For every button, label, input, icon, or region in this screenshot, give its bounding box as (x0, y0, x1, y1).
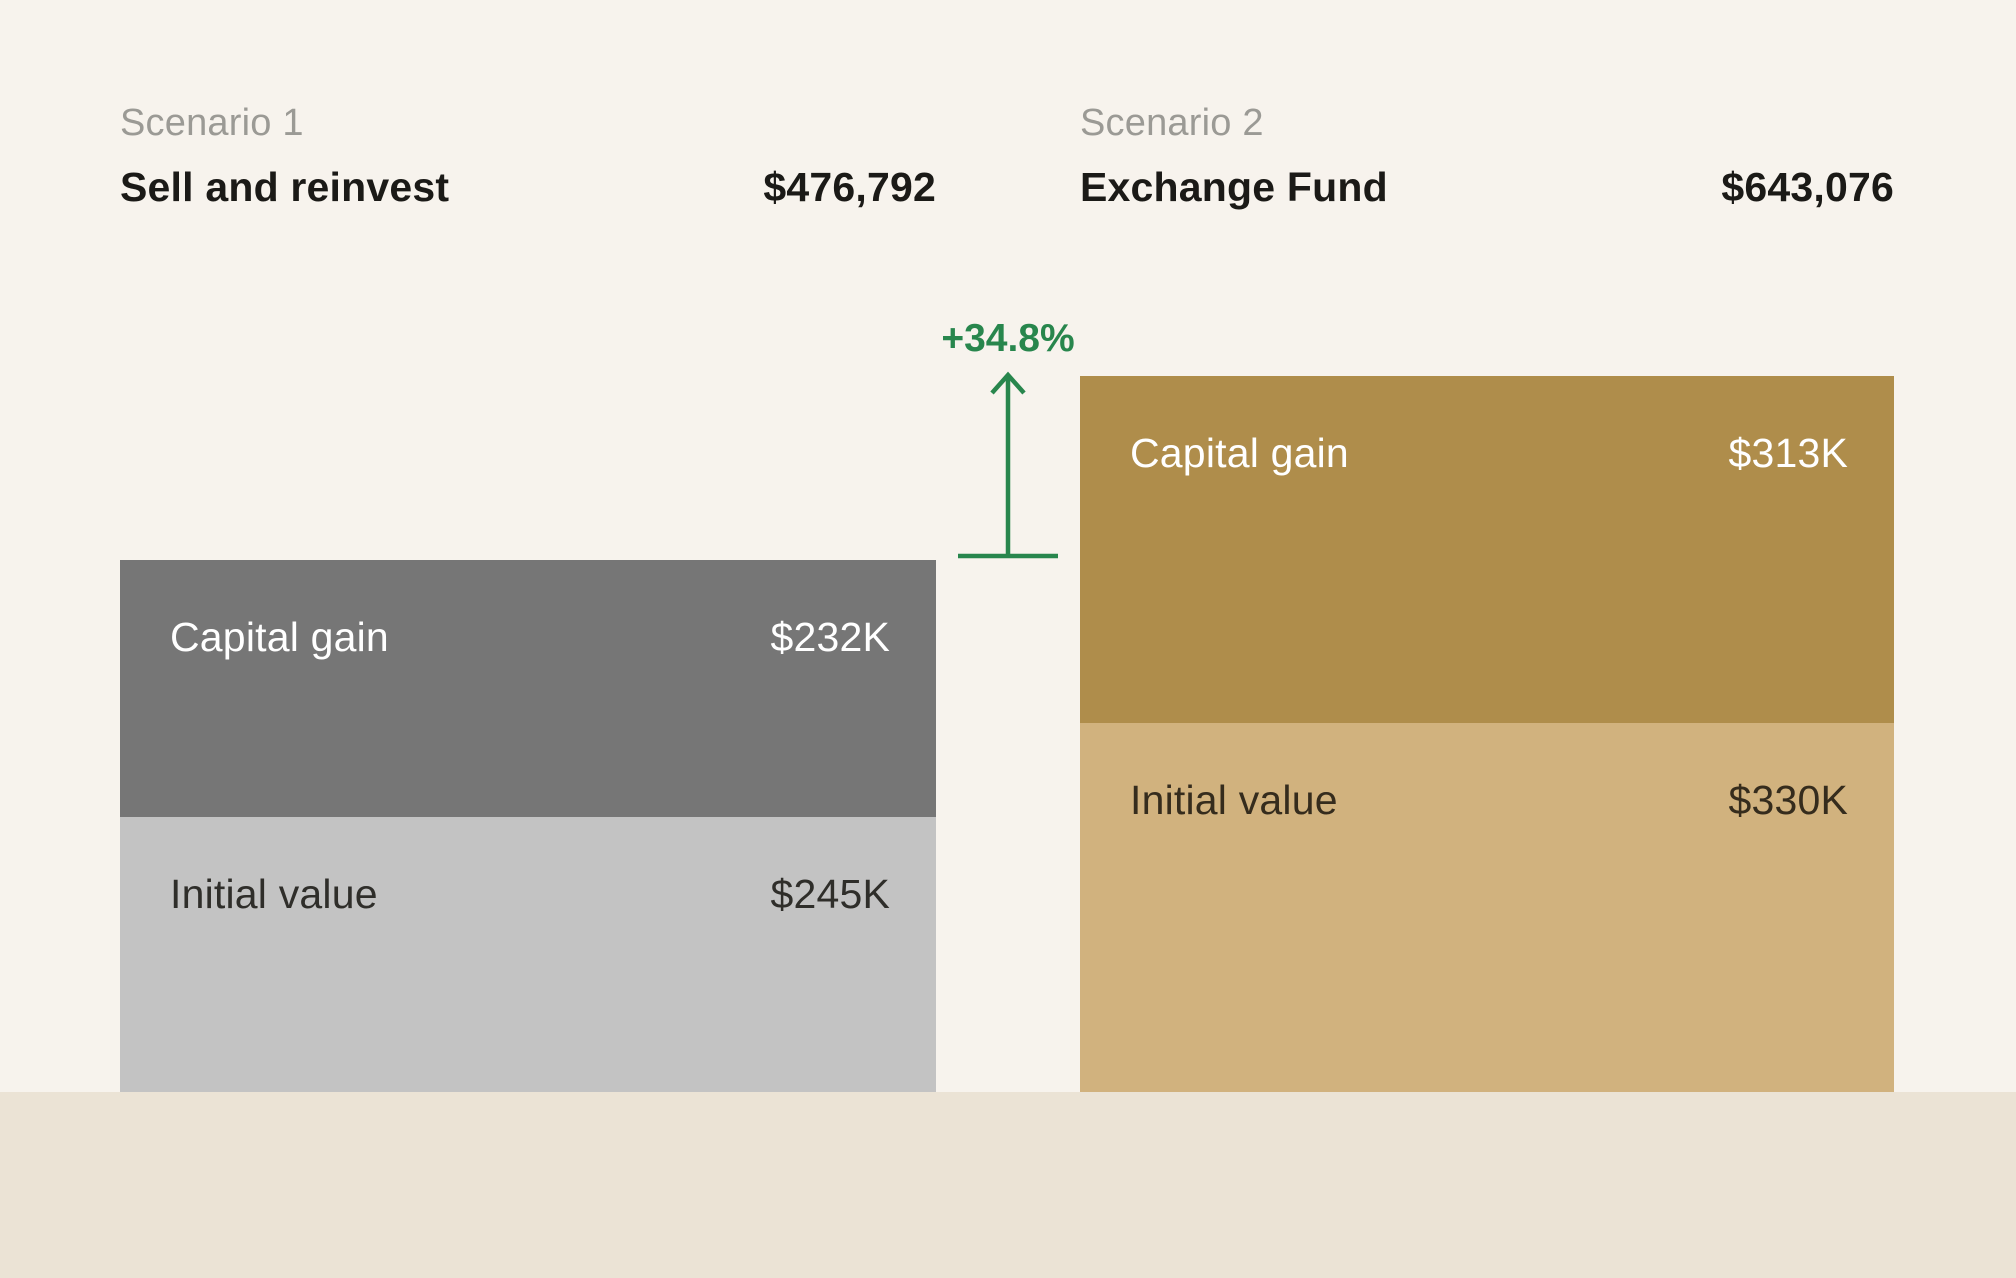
segment-label: Initial value (170, 871, 378, 917)
scenario-2-capital-gain-segment: Capital gain $313K (1080, 376, 1894, 723)
scenario-2-initial-value-segment: Initial value $330K (1080, 723, 1894, 1092)
scenario-2-bar: Capital gain $313K Initial value $330K (1080, 376, 1894, 1092)
scenario-2-header: Scenario 2 Exchange Fund $643,076 (1080, 100, 1894, 213)
segment-value: $245K (770, 871, 890, 917)
scenario-1-header: Scenario 1 Sell and reinvest $476,792 (120, 100, 936, 213)
segment-value: $313K (1728, 430, 1848, 476)
scenario-1-total-value: $476,792 (763, 164, 936, 210)
scenario-1-initial-value-segment: Initial value $245K (120, 817, 936, 1092)
scenario-2-title-row: Exchange Fund $643,076 (1080, 161, 1894, 213)
scenario-2-eyebrow: Scenario 2 (1080, 102, 1264, 144)
scenario-2-title: Exchange Fund (1080, 164, 1388, 210)
footer-strip (0, 1092, 2016, 1278)
scenario-1-title-row: Sell and reinvest $476,792 (120, 161, 936, 213)
segment-value: $330K (1728, 777, 1848, 823)
scenario-1-capital-gain-segment: Capital gain $232K (120, 560, 936, 817)
increase-arrow-icon (958, 371, 1058, 559)
segment-label: Capital gain (1130, 430, 1349, 476)
scenario-1-eyebrow: Scenario 1 (120, 102, 304, 144)
scenario-1-bar: Capital gain $232K Initial value $245K (120, 560, 936, 1092)
delta-percentage: +34.8% (941, 317, 1075, 360)
scenario-2-total-value: $643,076 (1721, 164, 1894, 210)
scenario-1-title: Sell and reinvest (120, 164, 450, 210)
segment-value: $232K (770, 614, 890, 660)
segment-label: Initial value (1130, 777, 1338, 823)
segment-label: Capital gain (170, 614, 389, 660)
